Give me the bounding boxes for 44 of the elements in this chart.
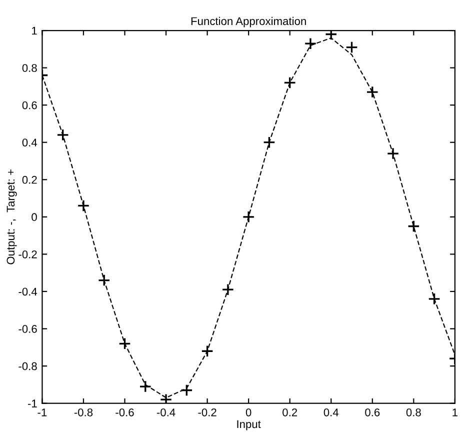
point xyxy=(346,41,358,54)
y-tick-label: -1 xyxy=(28,400,37,408)
x-tick-label: 0.2 xyxy=(282,408,298,416)
y-tick-label: 0 xyxy=(32,213,37,222)
x-tick-label: -0.6 xyxy=(116,408,134,416)
y-tick-label: 0.4 xyxy=(22,138,38,146)
point xyxy=(262,136,276,149)
y-axis-title: Output: -, Target: + xyxy=(6,170,17,264)
x-tick-label: -1 xyxy=(38,408,47,416)
point xyxy=(304,37,317,50)
point xyxy=(98,274,110,286)
y-tick-label: -0.6 xyxy=(18,325,37,333)
point xyxy=(77,200,90,212)
point xyxy=(201,344,214,358)
x-tick-label: -0.4 xyxy=(156,408,176,416)
x-tick-label: 0.6 xyxy=(365,408,380,416)
x-tick-label: 0.8 xyxy=(406,408,421,416)
x-tick-label: -0.8 xyxy=(74,408,93,416)
y-tick-label: 0.6 xyxy=(22,101,37,110)
point xyxy=(222,283,234,296)
y-tick-label: 1 xyxy=(32,26,37,35)
point xyxy=(324,30,338,40)
y-tick-label: 0.2 xyxy=(22,176,37,184)
point xyxy=(242,210,255,224)
x-tick-label: 1 xyxy=(452,408,458,416)
point xyxy=(160,393,172,404)
point xyxy=(428,292,441,306)
point xyxy=(284,76,296,89)
point xyxy=(366,86,379,98)
x-tick-label: -0.2 xyxy=(198,408,216,416)
y-tick-label: -0.8 xyxy=(18,362,37,370)
x-tick-label: 0.4 xyxy=(324,408,339,416)
y-tick-label: -0.2 xyxy=(18,250,37,258)
x-axis-title: Input xyxy=(237,420,261,430)
point xyxy=(407,220,420,232)
point xyxy=(139,380,152,393)
point xyxy=(56,128,70,142)
point xyxy=(118,337,131,350)
chart-title: Function Approximation xyxy=(191,16,306,28)
y-tick-label: -0.4 xyxy=(18,288,38,296)
y-tick-label: 0.8 xyxy=(22,64,37,72)
x-tick-label: 0 xyxy=(246,408,252,416)
point xyxy=(386,147,400,160)
point xyxy=(180,384,193,396)
